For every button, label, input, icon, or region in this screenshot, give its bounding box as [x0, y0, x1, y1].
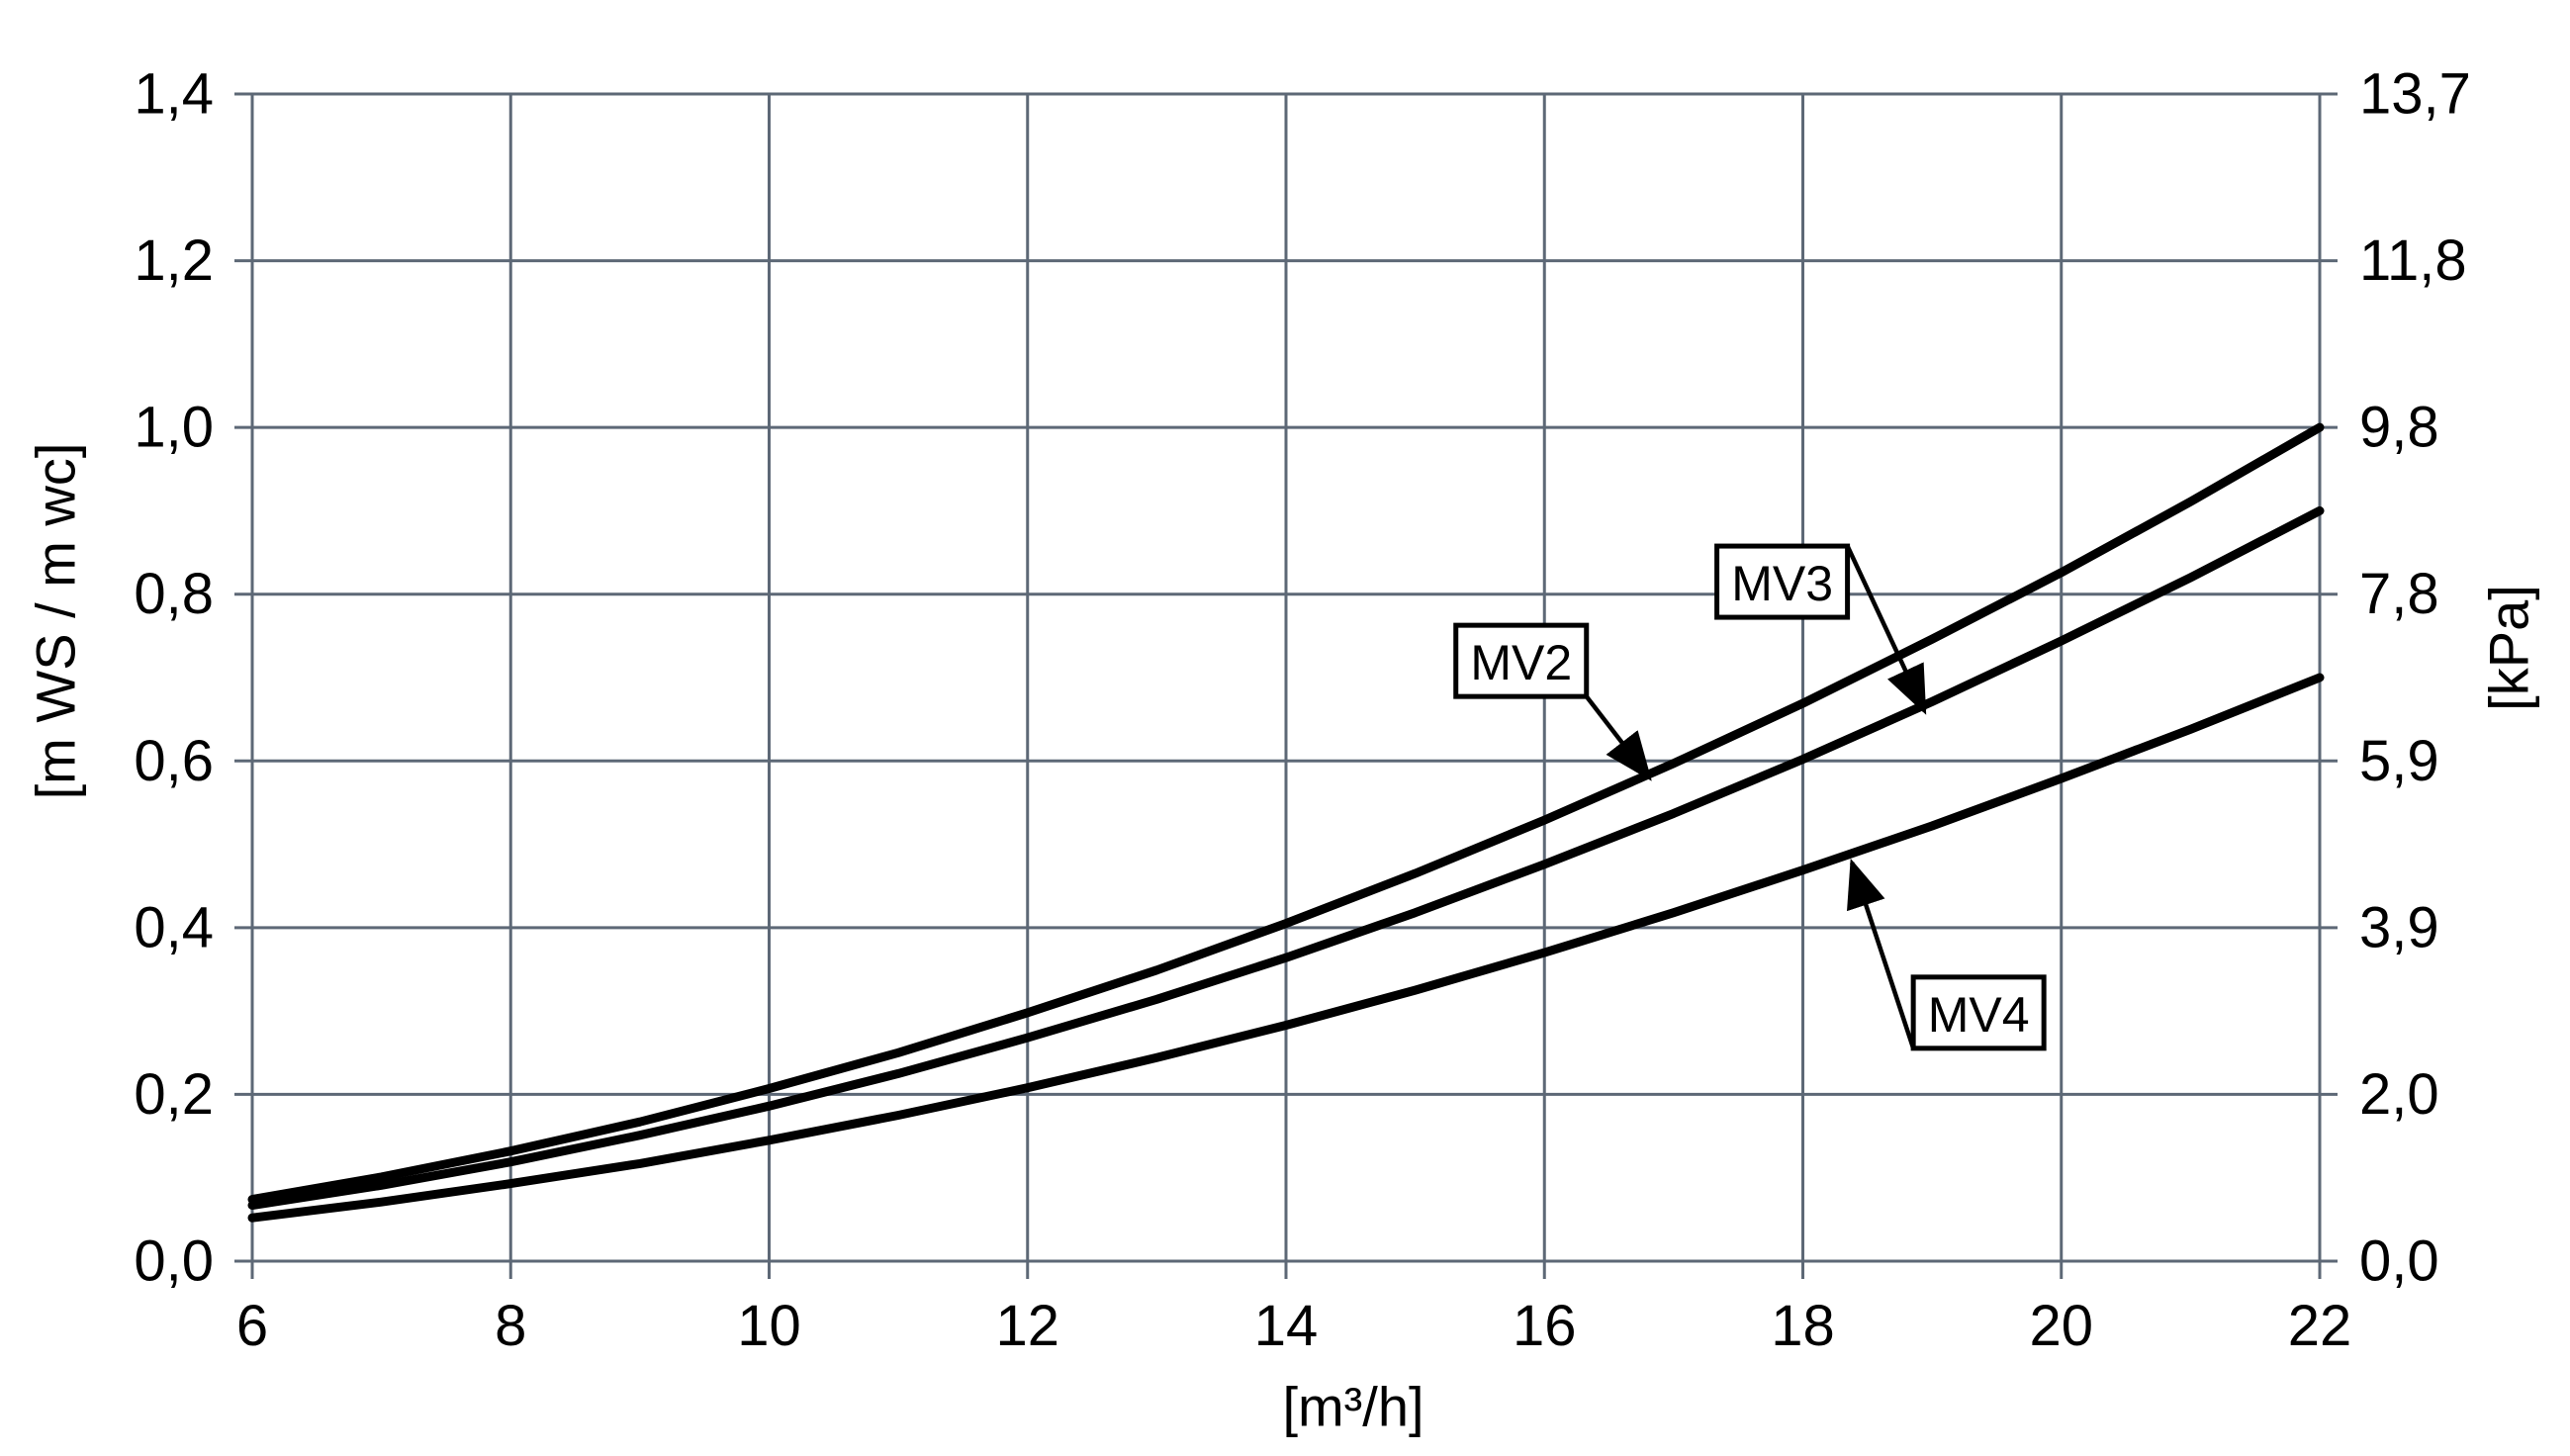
y-right-tick-label: 5,9 — [2359, 729, 2439, 793]
leader-arrow-MV3 — [1845, 545, 1927, 715]
y-left-tick-label: 0,2 — [134, 1062, 214, 1127]
y-left-tick-label: 0,8 — [134, 562, 214, 626]
y-axis-left-title: [m WS / m wc] — [24, 442, 87, 800]
y-right-tick-label: 9,8 — [2359, 396, 2439, 460]
x-tick-label: 16 — [1513, 1294, 1577, 1358]
series-curve-MV2 — [247, 422, 2325, 1205]
x-tick-label: 22 — [2288, 1294, 2352, 1358]
curve-label-box-MV4 — [1910, 974, 2047, 1051]
y-left-tick-label: 0,4 — [134, 895, 214, 959]
x-tick-label: 14 — [1254, 1294, 1319, 1358]
x-tick-label: 18 — [1771, 1294, 1835, 1358]
leader-arrow-MV2 — [1584, 694, 1652, 781]
series-curve-MV3 — [247, 505, 2325, 1210]
curve-label-text-MV3: MV3 — [1731, 556, 1833, 611]
curve-label-text-MV2: MV2 — [1470, 635, 1572, 690]
series-curve-MV4 — [247, 673, 2325, 1223]
y-right-tick-label: 13,7 — [2359, 62, 2471, 127]
y-right-tick-label: 2,0 — [2359, 1062, 2439, 1127]
curve-label-box-MV3 — [1714, 543, 1851, 620]
curve-label-text-MV4: MV4 — [1928, 987, 2030, 1043]
x-axis-title: [m³/h] — [1282, 1375, 1424, 1438]
x-tick-label: 20 — [2029, 1294, 2093, 1358]
y-right-tick-label: 7,8 — [2359, 562, 2439, 626]
y-right-tick-label: 0,0 — [2359, 1229, 2439, 1294]
y-left-tick-label: 0,6 — [134, 729, 214, 793]
x-tick-label: 10 — [737, 1294, 801, 1358]
y-right-tick-label: 3,9 — [2359, 895, 2439, 959]
x-tick-label: 8 — [495, 1294, 526, 1358]
y-left-tick-label: 1,4 — [134, 62, 214, 127]
y-axis-right-title: [kPa] — [2477, 585, 2540, 711]
curve-label-box-MV2 — [1453, 622, 1590, 699]
x-tick-label: 12 — [995, 1294, 1059, 1358]
y-right-tick-label: 11,8 — [2359, 228, 2467, 293]
y-left-tick-label: 1,2 — [134, 228, 214, 293]
leader-arrow-MV4 — [1847, 858, 1916, 1049]
y-left-tick-label: 0,0 — [134, 1229, 214, 1294]
x-tick-label: 6 — [236, 1294, 268, 1358]
y-left-tick-label: 1,0 — [134, 396, 214, 460]
